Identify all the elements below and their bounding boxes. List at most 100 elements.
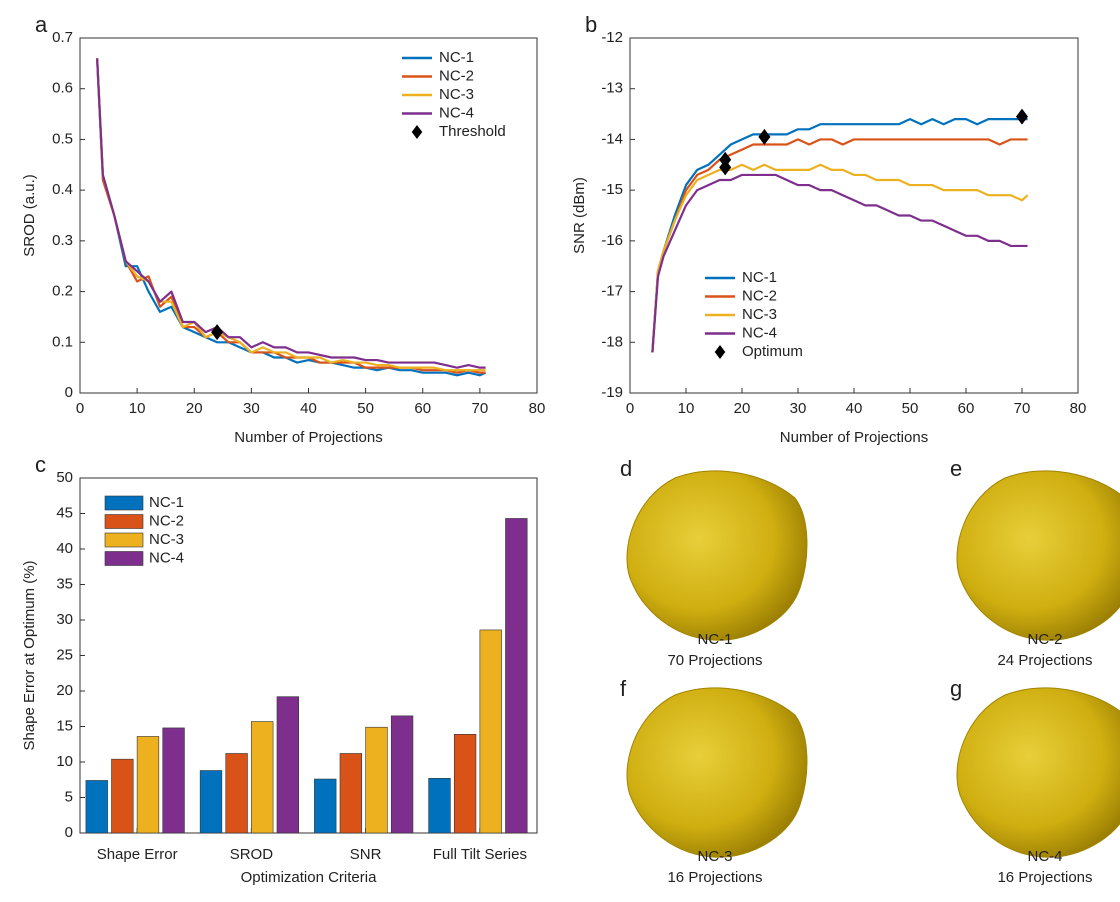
- x-tick-label: 40: [846, 400, 863, 417]
- bar: [251, 722, 273, 833]
- legend-label: NC-2: [149, 512, 184, 529]
- y-axis-label: SNR (dBm): [571, 177, 588, 254]
- particle-render: [957, 471, 1120, 640]
- legend-swatch: [715, 345, 726, 359]
- x-tick-label: 70: [472, 400, 489, 417]
- legend-label: NC-2: [742, 287, 777, 304]
- panel-label: b: [585, 12, 597, 37]
- series-line: [97, 58, 485, 370]
- x-tick-label: 50: [357, 400, 374, 417]
- x-tick-label: 40: [300, 400, 317, 417]
- y-tick-label: -15: [601, 181, 623, 198]
- x-axis-label: Number of Projections: [780, 429, 928, 446]
- y-tick-label: 0.1: [52, 333, 73, 350]
- x-axis-label: Optimization Criteria: [241, 869, 378, 886]
- y-tick-label: 0: [65, 384, 73, 401]
- y-tick-label: 50: [56, 469, 73, 486]
- bar: [226, 753, 248, 833]
- marker: [1016, 109, 1028, 125]
- legend-label: NC-4: [742, 324, 777, 341]
- y-tick-label: -18: [601, 333, 623, 350]
- legend-swatch: [105, 496, 143, 510]
- particle-render: [627, 688, 807, 857]
- bar: [314, 779, 336, 833]
- x-tick-label: 20: [734, 400, 751, 417]
- y-tick-label: 0.7: [52, 29, 73, 46]
- image-caption: NC-1: [697, 631, 732, 648]
- y-tick-label: 35: [56, 575, 73, 592]
- particle-render: [627, 471, 807, 640]
- legend-label: Optimum: [742, 343, 803, 360]
- y-axis-label: SROD (a.u.): [21, 174, 38, 257]
- legend-swatch: [105, 552, 143, 566]
- series-line: [97, 58, 485, 375]
- x-tick-label: 50: [902, 400, 919, 417]
- y-tick-label: 25: [56, 646, 73, 663]
- image-caption: NC-3: [697, 848, 732, 865]
- bar: [505, 518, 527, 833]
- y-tick-label: 30: [56, 611, 73, 628]
- x-tick-label: 70: [1014, 400, 1031, 417]
- bar: [480, 630, 502, 833]
- bar: [454, 734, 476, 833]
- legend-swatch: [105, 515, 143, 529]
- axes-box: [630, 38, 1078, 393]
- y-tick-label: -14: [601, 130, 623, 147]
- y-tick-label: 5: [65, 788, 73, 805]
- bar: [200, 771, 222, 833]
- series-line: [97, 58, 485, 372]
- panel-label: a: [35, 12, 48, 37]
- x-tick-label: 0: [626, 400, 634, 417]
- y-tick-label: -13: [601, 80, 623, 97]
- y-tick-label: 0.4: [52, 181, 73, 198]
- panel-label: e: [950, 456, 962, 481]
- x-tick-label: 0: [76, 400, 84, 417]
- y-tick-label: 0.6: [52, 80, 73, 97]
- y-tick-label: -12: [601, 29, 623, 46]
- y-tick-label: 15: [56, 717, 73, 734]
- series-line: [97, 58, 485, 367]
- legend-label: NC-3: [439, 86, 474, 103]
- y-tick-label: 0.5: [52, 130, 73, 147]
- x-tick-label: 80: [529, 400, 546, 417]
- x-tick-label: 60: [958, 400, 975, 417]
- bar: [366, 727, 388, 833]
- x-tick-label: 80: [1070, 400, 1087, 417]
- image-caption: NC-4: [1027, 848, 1062, 865]
- y-tick-label: 20: [56, 682, 73, 699]
- y-tick-label: 10: [56, 753, 73, 770]
- x-tick-label: SROD: [230, 846, 274, 863]
- x-tick-label: 30: [243, 400, 260, 417]
- y-tick-label: 0: [65, 824, 73, 841]
- y-tick-label: -16: [601, 232, 623, 249]
- bar: [112, 759, 134, 833]
- x-tick-label: SNR: [350, 846, 382, 863]
- image-caption: 16 Projections: [997, 869, 1092, 886]
- legend-label: NC-4: [439, 104, 474, 121]
- image-caption: 24 Projections: [997, 652, 1092, 669]
- image-caption: 70 Projections: [667, 652, 762, 669]
- image-caption: 16 Projections: [667, 869, 762, 886]
- image-caption: NC-2: [1027, 631, 1062, 648]
- panel-label: d: [620, 456, 632, 481]
- legend-label: NC-4: [149, 549, 184, 566]
- y-tick-label: 0.2: [52, 283, 73, 300]
- marker: [758, 129, 770, 145]
- series-line: [652, 139, 1027, 352]
- legend-label: Threshold: [439, 123, 506, 140]
- figure: a00.10.20.30.40.50.60.701020304050607080…: [0, 0, 1120, 902]
- legend-swatch: [412, 125, 423, 139]
- bar: [163, 728, 185, 833]
- bar: [391, 716, 413, 833]
- particle-render: [957, 688, 1120, 857]
- legend-label: NC-3: [742, 306, 777, 323]
- legend-label: NC-1: [149, 494, 184, 511]
- bar: [340, 753, 362, 833]
- x-tick-label: Shape Error: [97, 846, 178, 863]
- legend-label: NC-1: [742, 269, 777, 286]
- bar: [277, 697, 299, 833]
- legend-label: NC-2: [439, 67, 474, 84]
- y-tick-label: 0.3: [52, 232, 73, 249]
- y-tick-label: -19: [601, 384, 623, 401]
- panel-label: f: [620, 676, 627, 701]
